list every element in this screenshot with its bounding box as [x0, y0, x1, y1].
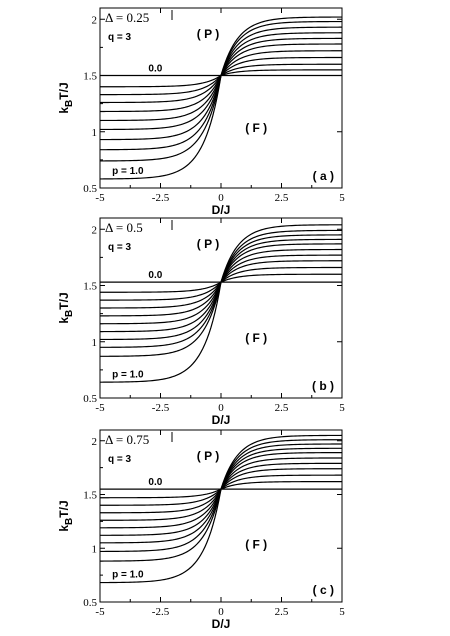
x-tick-label: -2.5	[152, 402, 170, 414]
phase-f-label: ( F )	[245, 121, 267, 135]
y-axis-label: kBT/J	[57, 82, 75, 113]
y-axis-label-sub: B	[64, 100, 75, 107]
x-tick-label: -2.5	[152, 606, 170, 618]
series-line-p-0.8	[99, 234, 342, 348]
y-axis-label-k: k	[57, 107, 71, 114]
y-tick-label: 2	[92, 14, 98, 26]
series-line-p-0.6	[100, 37, 342, 131]
q-label: q = 3	[108, 32, 132, 43]
x-axis-label: D/J	[212, 413, 231, 427]
y-axis-label-sub: B	[64, 310, 75, 317]
p-bottom-label: p = 1.0	[112, 166, 144, 177]
panel-label: ( c )	[313, 583, 334, 597]
delta-label: Δ = 0.5	[105, 220, 143, 235]
chart-panel-a: -5 -2.5 0 2.5 5 0.5 1 1.5 2 Δ = 0.25 q = 3 ( P ) ( F…	[57, 7, 345, 217]
y-axis-label: kBT/J	[57, 292, 75, 323]
y-tick-label: 1.5	[83, 281, 97, 293]
y-tick-label: 1	[92, 337, 98, 349]
chart-panel-b: -5 -2.5 0 2.5 5 0.5 1 1.5 2 Δ = 0.5 q = 3 ( P ) ( F …	[57, 217, 345, 427]
y-tick-label: 0.5	[83, 183, 97, 195]
series-line-p-1.0	[100, 434, 343, 584]
x-tick-label: 5	[339, 402, 345, 414]
q-label: q = 3	[108, 242, 132, 253]
phase-p-label: ( P )	[197, 449, 219, 463]
phase-p-label: ( P )	[197, 237, 219, 251]
panel-label: ( a )	[313, 169, 334, 183]
p-bottom-label: p = 1.0	[112, 570, 144, 581]
y-tick-label: 1.5	[83, 71, 97, 83]
y-tick-label: 1	[92, 127, 98, 139]
series-line-p-0.7	[99, 447, 343, 544]
y-tick-label: 0.5	[83, 393, 97, 405]
x-tick-label: 5	[339, 606, 345, 618]
series-line-p-1.0	[99, 224, 343, 383]
x-tick-label: -5	[95, 606, 105, 618]
series-line-p-0.6	[99, 452, 342, 536]
x-tick-label: 2.5	[275, 192, 289, 204]
x-axis-label: D/J	[212, 203, 231, 217]
chart-panel-c: -5 -2.5 0 2.5 5 0.5 1 1.5 2 Δ = 0.75 q = 3 ( P ) ( F…	[57, 429, 345, 631]
y-tick-label: 1.5	[83, 490, 97, 502]
phase-p-label: ( P )	[197, 27, 219, 41]
series-line-p-0.8	[99, 26, 342, 151]
p-top-label: 0.0	[148, 64, 162, 75]
series-line-p-0.2	[100, 63, 342, 96]
p-top-label: 0.0	[148, 477, 162, 488]
phase-f-label: ( F )	[245, 537, 267, 551]
q-label: q = 3	[108, 454, 132, 465]
series-line-p-0.7	[99, 238, 342, 341]
y-tick-label: 1	[92, 543, 98, 555]
y-axis-label-tail: T/J	[57, 82, 71, 99]
y-tick-label: 2	[92, 436, 98, 448]
x-axis-label: D/J	[212, 617, 231, 631]
x-tick-label: 0	[218, 402, 224, 414]
delta-label: Δ = 0.75	[105, 432, 149, 447]
series-line-p-0.5	[99, 43, 343, 122]
x-tick-label: -5	[95, 192, 105, 204]
x-tick-label: 0	[218, 606, 224, 618]
y-axis-label-tail: T/J	[57, 500, 71, 517]
y-axis-label-tail: T/J	[57, 292, 71, 309]
y-tick-label: 2	[92, 224, 98, 236]
y-tick-label: 0.5	[83, 597, 97, 609]
y-axis-label-sub: B	[64, 518, 75, 525]
delta-label: Δ = 0.25	[105, 10, 149, 25]
p-bottom-label: p = 1.0	[112, 369, 144, 380]
x-tick-label: 0	[218, 192, 224, 204]
phase-f-label: ( F )	[245, 331, 267, 345]
x-tick-label: 5	[339, 192, 345, 204]
series-line-p-1.0	[99, 16, 343, 180]
x-tick-label: -5	[95, 402, 105, 414]
y-axis-label-k: k	[57, 317, 71, 324]
x-tick-label: -2.5	[152, 192, 170, 204]
panel-label: ( b )	[312, 379, 334, 393]
series-line-p-0.9	[99, 20, 342, 162]
x-tick-label: 2.5	[275, 606, 289, 618]
y-axis-label: kBT/J	[57, 500, 75, 531]
x-tick-label: 2.5	[275, 402, 289, 414]
y-axis-label-k: k	[57, 525, 71, 532]
series-line-p-0.6	[100, 243, 343, 333]
p-top-label: 0.0	[148, 270, 162, 281]
